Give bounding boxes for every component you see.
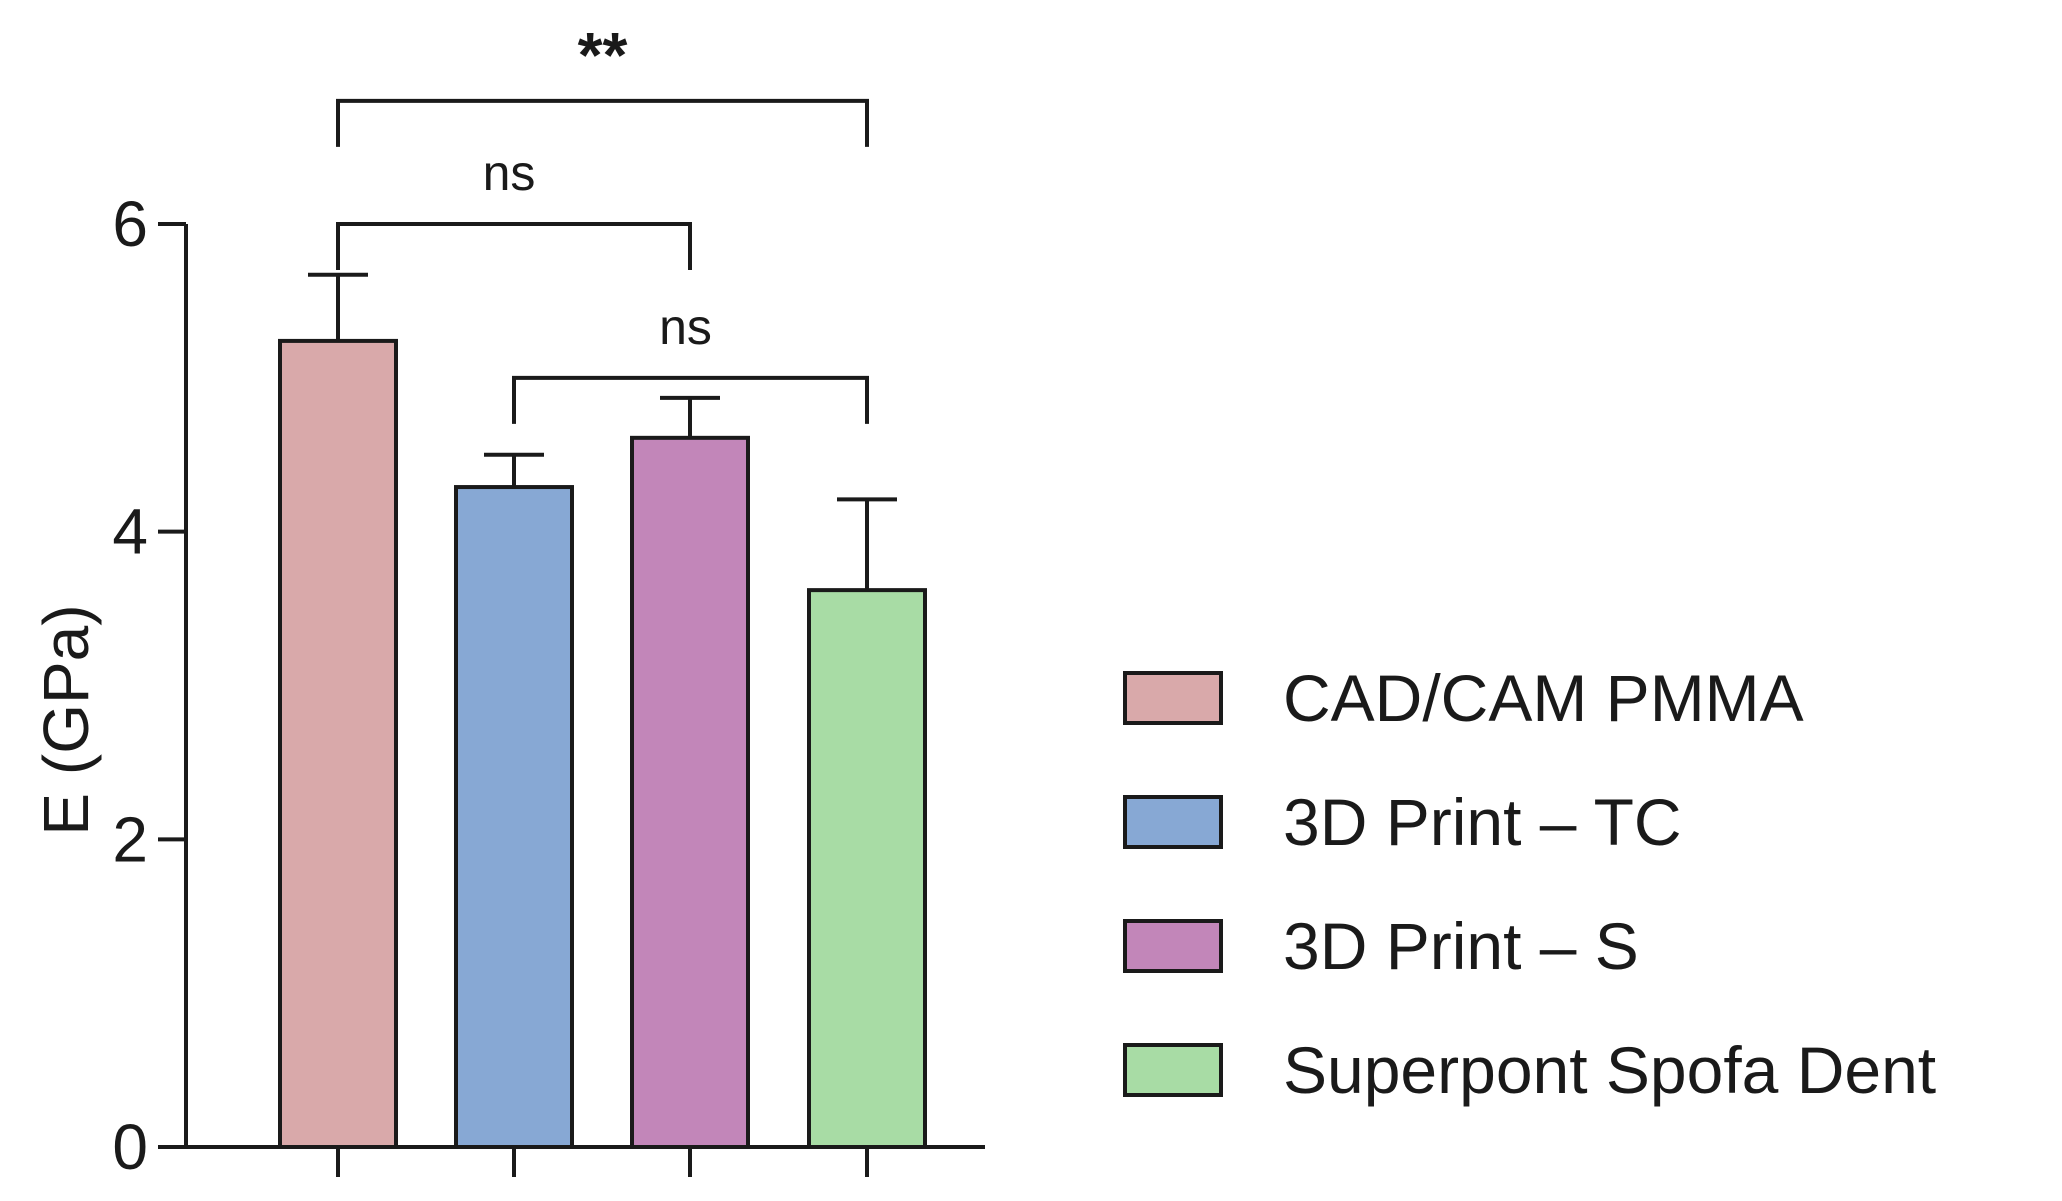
y-tick-label: 6 xyxy=(112,188,148,260)
significance-label: ns xyxy=(659,299,712,355)
y-tick-label: 2 xyxy=(112,803,148,875)
y-axis-label: E (GPa) xyxy=(30,604,102,835)
bar xyxy=(807,588,927,1149)
legend-label: 3D Print – TC xyxy=(1283,785,1682,859)
legend-label: 3D Print – S xyxy=(1283,909,1639,983)
legend-swatch xyxy=(1123,795,1223,849)
bar xyxy=(630,435,750,1150)
legend-swatch xyxy=(1123,671,1223,725)
significance-label: ** xyxy=(578,19,628,91)
legend-label: Superpont Spofa Dent xyxy=(1283,1033,1936,1107)
bar xyxy=(454,485,574,1149)
significance-brackets: ** ns ns xyxy=(336,19,869,424)
legend: CAD/CAM PMMA 3D Print – TC 3D Print – S Sup… xyxy=(1123,661,1936,1107)
legend-swatch xyxy=(1123,919,1223,973)
significance-bracket xyxy=(336,98,869,147)
bars xyxy=(278,272,927,1150)
y-tick-label: 4 xyxy=(112,496,148,568)
significance-bracket xyxy=(336,222,692,270)
significance-bracket xyxy=(512,375,869,424)
y-tick-label: 0 xyxy=(112,1111,148,1183)
significance-label: ns xyxy=(483,145,536,201)
legend-label: CAD/CAM PMMA xyxy=(1283,661,1804,735)
legend-swatch xyxy=(1123,1043,1223,1097)
bar xyxy=(278,338,398,1149)
